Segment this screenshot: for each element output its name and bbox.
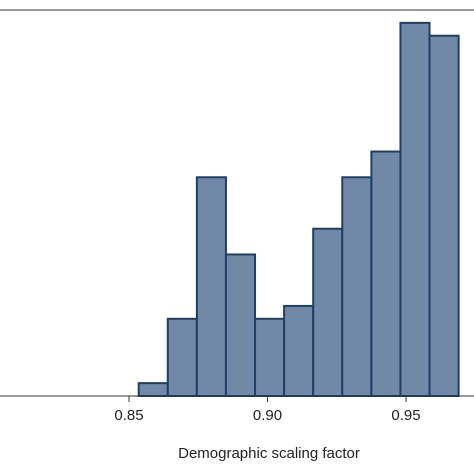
x-axis-label: Demographic scaling factor [178,445,360,462]
histogram-bar-3 [195,176,227,397]
histogram-bars [137,21,460,398]
histogram-bar-10 [399,21,431,398]
histogram-bar-11 [428,34,460,397]
x-tick-label-3: 0.95 [391,407,420,424]
x-tick-label-2: 0.90 [253,407,282,424]
histogram-bar-7 [312,227,344,397]
histogram-bar-6 [283,304,315,397]
histogram-bar-2 [166,317,198,397]
histogram-bar-1 [137,382,169,398]
histogram-bar-9 [370,150,402,397]
x-axis-ticks: 0.85 0.90 0.95 [114,396,421,424]
histogram-bar-5 [254,317,286,397]
x-tick-label-1: 0.85 [114,407,143,424]
histogram-bar-4 [224,253,257,397]
histogram-bar-8 [341,176,373,397]
